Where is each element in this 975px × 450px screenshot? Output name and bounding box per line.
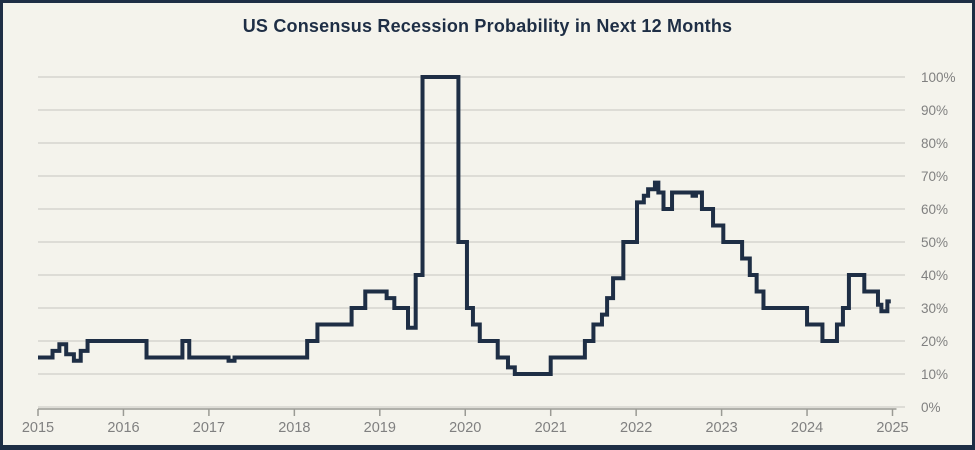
x-tick-label: 2016 [107, 420, 139, 436]
x-tick-label: 2024 [791, 420, 823, 436]
x-tick-label: 2025 [876, 420, 908, 436]
x-tick-label: 2023 [705, 420, 737, 436]
y-tick-label: 20% [921, 334, 948, 349]
x-tick-label: 2020 [449, 420, 481, 436]
x-tick-label: 2022 [620, 420, 652, 436]
y-tick-label: 10% [921, 367, 948, 382]
chart-title: US Consensus Recession Probability in Ne… [242, 16, 733, 36]
series-line-recession-probability [38, 75, 891, 376]
y-tick-label: 90% [921, 103, 948, 118]
y-tick-label: 70% [921, 169, 948, 184]
x-tick-label: 2015 [22, 420, 54, 436]
x-tick-label: 2018 [278, 420, 310, 436]
y-tick-label: 0% [921, 400, 941, 415]
y-tick-label: 80% [921, 136, 948, 151]
x-tick-label: 2019 [364, 420, 396, 436]
chart-canvas: 0% 10% 20% 30% 40% 50% 60% 70% 80% 90% 100% 2015 201… [22, 70, 956, 436]
y-tick-label: 100% [921, 70, 956, 85]
y-tick-label: 50% [921, 235, 948, 250]
y-tick-label: 60% [921, 202, 948, 217]
y-tick-label: 30% [921, 301, 948, 316]
y-tick-label: 40% [921, 268, 948, 283]
x-tick-label: 2021 [535, 420, 567, 436]
x-tick-label: 2017 [193, 420, 225, 436]
